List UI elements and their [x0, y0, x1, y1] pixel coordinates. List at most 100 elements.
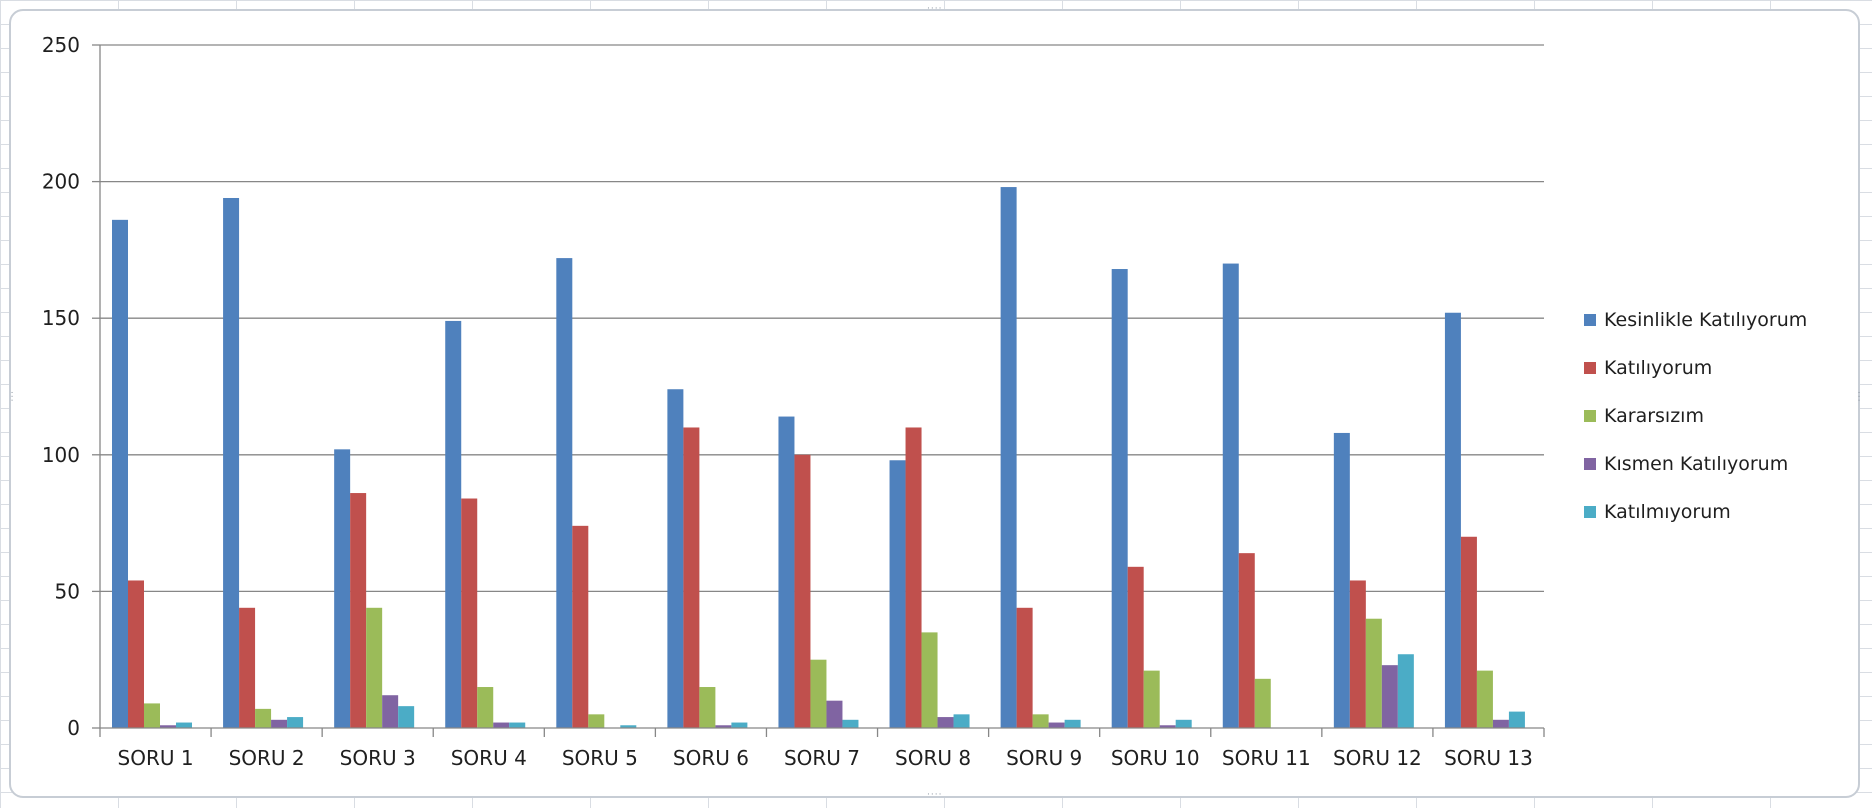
x-tick-label: SORU 8 — [895, 746, 971, 770]
bar[interactable] — [1127, 566, 1144, 728]
bar[interactable] — [1254, 678, 1271, 728]
bar[interactable] — [905, 427, 922, 728]
bar[interactable] — [239, 607, 256, 728]
bar[interactable] — [588, 714, 605, 728]
bar[interactable] — [334, 449, 351, 728]
x-tick-label: SORU 13 — [1444, 746, 1533, 770]
bar[interactable] — [937, 717, 954, 728]
legend-item[interactable]: Kısmen Katılıyorum — [1584, 440, 1854, 488]
bar[interactable] — [477, 687, 494, 728]
x-tick-label: SORU 2 — [229, 746, 305, 770]
bar[interactable] — [1000, 187, 1017, 729]
legend-item[interactable]: Kesinlikle Katılıyorum — [1584, 296, 1854, 344]
bar[interactable] — [398, 706, 415, 728]
y-axis-tick-labels: 0 50 100 150 200 250 — [42, 33, 80, 740]
legend-item[interactable]: Katılmıyorum — [1584, 488, 1854, 536]
chart-resize-handle-top[interactable]: ···· — [927, 4, 943, 14]
legend[interactable]: Kesinlikle Katılıyorum Katılıyorum Kararsı… — [1584, 296, 1854, 536]
bar[interactable] — [461, 498, 478, 728]
bar[interactable] — [699, 687, 716, 728]
bar[interactable] — [572, 525, 589, 728]
bar[interactable] — [810, 659, 827, 728]
legend-label: Kesinlikle Katılıyorum — [1604, 309, 1808, 331]
x-tick-label: SORU 5 — [562, 746, 638, 770]
bar[interactable] — [842, 719, 859, 728]
bar[interactable] — [350, 493, 367, 728]
bar[interactable] — [1397, 654, 1414, 728]
bar[interactable] — [366, 607, 383, 728]
bar[interactable] — [1143, 670, 1160, 728]
bar[interactable] — [1444, 312, 1461, 728]
bar[interactable] — [778, 416, 795, 728]
bar[interactable] — [1064, 719, 1081, 728]
bar[interactable] — [1048, 722, 1065, 728]
bar[interactable] — [1476, 670, 1493, 728]
bar[interactable] — [1381, 665, 1398, 728]
y-tick-label: 250 — [42, 33, 80, 57]
chart-resize-handle-bottom[interactable]: ···· — [927, 790, 943, 800]
chart-resize-handle-left[interactable]: ··· — [6, 391, 16, 403]
bar[interactable] — [620, 725, 637, 728]
legend-item[interactable]: Katılıyorum — [1584, 344, 1854, 392]
bar[interactable] — [144, 703, 160, 728]
bar[interactable] — [794, 454, 811, 728]
bar[interactable] — [1222, 263, 1239, 728]
legend-label: Kısmen Katılıyorum — [1604, 453, 1789, 475]
bar[interactable] — [889, 460, 906, 728]
x-tick-label: SORU 7 — [784, 746, 860, 770]
bar[interactable] — [493, 722, 510, 728]
legend-label: Katılıyorum — [1604, 357, 1713, 379]
bar[interactable] — [509, 722, 526, 728]
bar[interactable] — [1016, 607, 1033, 728]
bar[interactable] — [556, 258, 573, 728]
bar[interactable] — [382, 695, 399, 728]
bar[interactable] — [921, 632, 938, 728]
legend-swatch — [1584, 506, 1596, 518]
y-tick-label: 50 — [55, 579, 80, 603]
x-tick-label: SORU 9 — [1006, 746, 1082, 770]
legend-item[interactable]: Kararsızım — [1584, 392, 1854, 440]
bar[interactable] — [160, 725, 176, 728]
bar[interactable] — [271, 719, 288, 728]
bar[interactable] — [731, 722, 748, 728]
bar[interactable] — [1460, 536, 1477, 728]
bar[interactable] — [1111, 269, 1128, 728]
y-tick-label: 100 — [42, 443, 80, 467]
bar[interactable] — [287, 717, 304, 728]
bar[interactable] — [176, 722, 192, 728]
bar[interactable] — [445, 320, 462, 728]
bars — [112, 187, 1525, 729]
x-tick-label: SORU 12 — [1333, 746, 1422, 770]
bar[interactable] — [112, 219, 128, 728]
chart-resize-handle-right[interactable]: ··· — [1853, 391, 1863, 403]
x-axis-tick-labels: SORU 1 SORU 2 SORU 3 SORU 4 SORU 5 SORU 6 SORU… — [118, 746, 1533, 770]
bar[interactable] — [1333, 432, 1350, 728]
bar[interactable] — [1238, 553, 1255, 728]
legend-swatch — [1584, 410, 1596, 422]
bar[interactable] — [1365, 618, 1382, 728]
x-tick-label: SORU 1 — [118, 746, 194, 770]
x-tick-label: SORU 6 — [673, 746, 749, 770]
y-tick-label: 0 — [67, 716, 80, 740]
gridlines — [92, 44, 1544, 729]
legend-label: Kararsızım — [1604, 405, 1704, 427]
bar[interactable] — [223, 197, 240, 728]
bar[interactable] — [1349, 580, 1366, 728]
bar[interactable] — [953, 714, 970, 728]
x-tick-label: SORU 11 — [1222, 746, 1311, 770]
bar[interactable] — [1175, 719, 1192, 728]
bar[interactable] — [683, 427, 700, 728]
bar[interactable] — [826, 700, 843, 728]
bar[interactable] — [255, 708, 272, 728]
bar[interactable] — [128, 580, 144, 728]
bar[interactable] — [1032, 714, 1049, 728]
bar[interactable] — [1508, 711, 1525, 728]
bar[interactable] — [1492, 719, 1509, 728]
bar[interactable] — [715, 725, 732, 728]
bar[interactable] — [1159, 725, 1176, 728]
y-tick-label: 200 — [42, 170, 80, 194]
bar[interactable] — [667, 389, 684, 728]
y-tick-label: 150 — [42, 306, 80, 330]
legend-label: Katılmıyorum — [1604, 501, 1731, 523]
